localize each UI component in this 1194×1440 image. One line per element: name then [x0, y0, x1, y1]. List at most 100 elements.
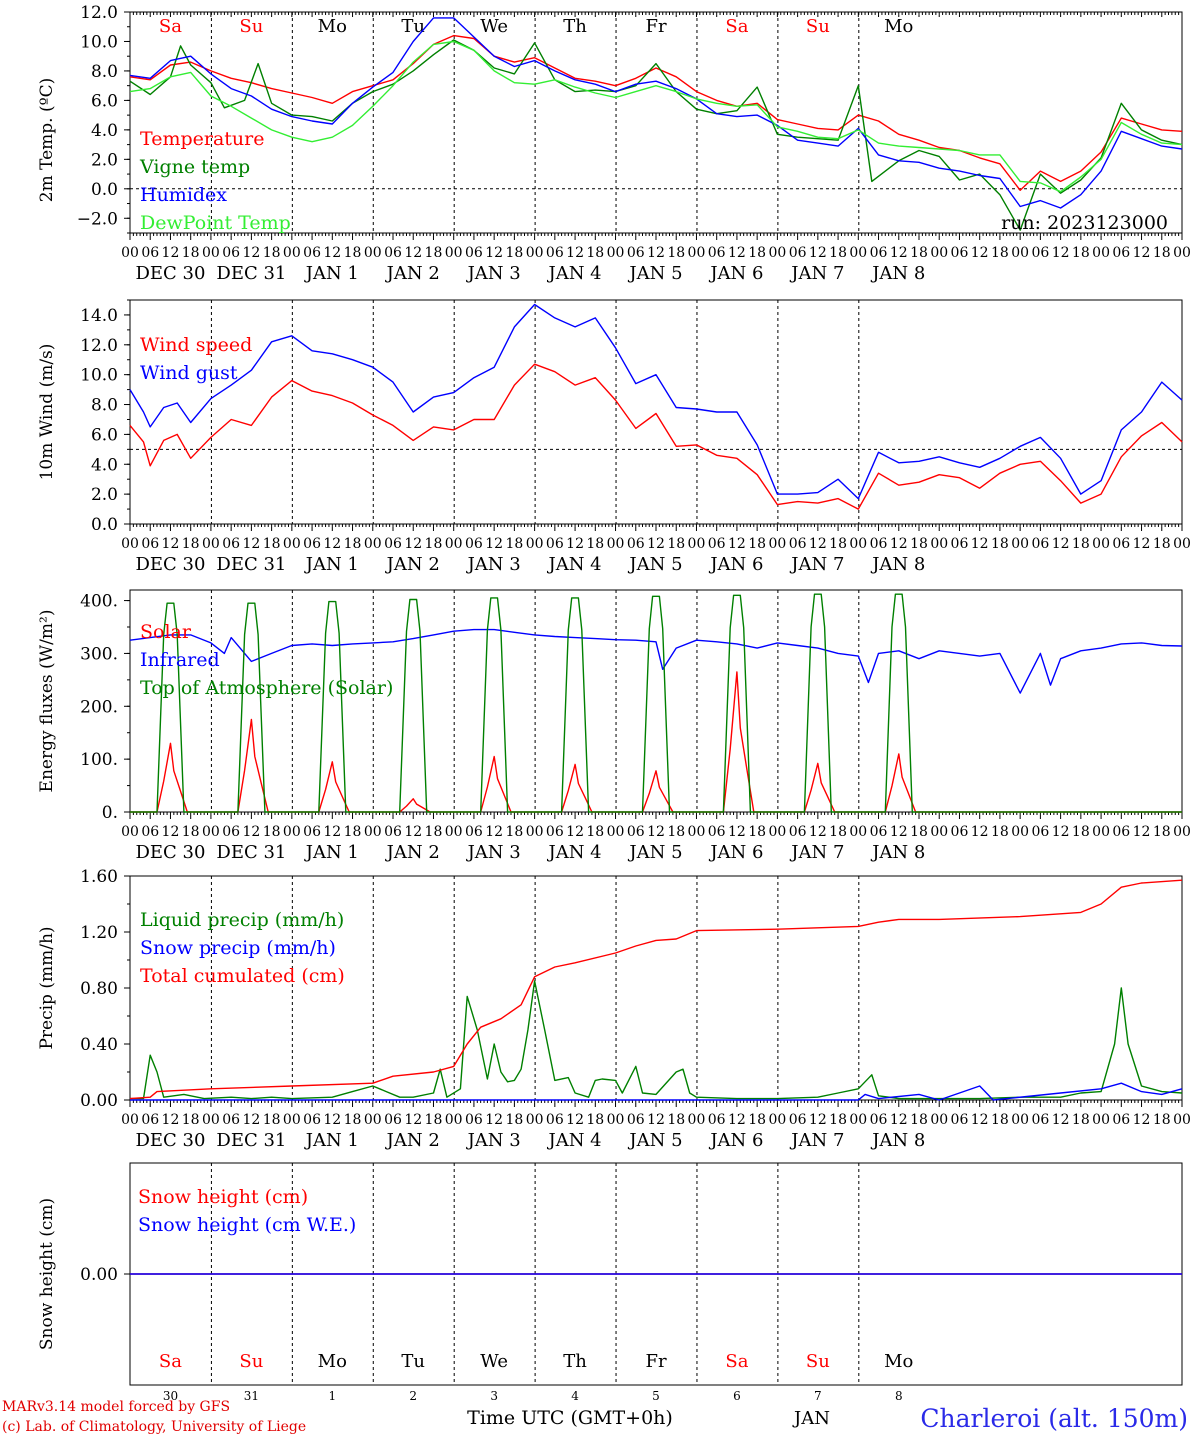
x-hour-label: 06	[1031, 245, 1049, 261]
x-hour-label: 06	[951, 1112, 969, 1128]
legend-entry: Temperature	[140, 128, 264, 150]
x-hour-label: 12	[485, 1112, 503, 1128]
legend-entry: Wind speed	[140, 334, 252, 356]
x-hour-label: 00	[445, 824, 463, 840]
x-hour-label: 06	[141, 536, 159, 552]
day-name-label: Mo	[884, 1351, 913, 1372]
day-name-label: Su	[806, 1351, 830, 1372]
y-tick-label: 14.0	[80, 306, 118, 326]
x-hour-label: 18	[910, 1112, 928, 1128]
x-hour-label: 06	[465, 536, 483, 552]
x-hour-label: 00	[202, 245, 220, 261]
x-hour-label: 18	[829, 536, 847, 552]
y-tick-label: 300.	[80, 644, 118, 664]
x-hour-label: 18	[505, 536, 523, 552]
x-hour-label: 00	[364, 245, 382, 261]
x-hour-label: 12	[566, 245, 584, 261]
x-hour-label: 12	[566, 536, 584, 552]
x-hour-label: 18	[344, 245, 362, 261]
x-hour-label: 06	[1112, 536, 1130, 552]
y-tick-label: 0.0	[91, 515, 118, 535]
y-tick-label: 8.0	[91, 396, 118, 416]
x-hour-label: 06	[384, 245, 402, 261]
x-hour-label: 18	[344, 1112, 362, 1128]
x-date-label: DEC 31	[216, 263, 286, 284]
day-name-label: Th	[563, 16, 587, 37]
y-tick-label: 4.0	[91, 121, 118, 141]
x-date-label: JAN 5	[627, 842, 682, 863]
x-hour-label: 18	[910, 824, 928, 840]
x-date-label: JAN 6	[708, 1130, 763, 1151]
day-name-label: Mo	[318, 16, 347, 37]
x-hour-label: 06	[303, 536, 321, 552]
credit-line-2: (c) Lab. of Climatology, University of L…	[2, 1419, 307, 1435]
day-number-label: 3	[490, 1389, 498, 1403]
day-name-label: We	[480, 1351, 508, 1372]
x-hour-label: 06	[222, 1112, 240, 1128]
x-hour-label: 00	[930, 536, 948, 552]
series-line	[130, 593, 1182, 813]
x-hour-label: 00	[607, 536, 625, 552]
x-hour-label: 00	[121, 1112, 139, 1128]
chart-panel-1: −2.0 0.0 2.0 4.0 6.0 8.0 10.0 12.0 2m Temp. (ºC)…	[37, 3, 1191, 284]
x-hour-label: 18	[829, 1112, 847, 1128]
x-hour-label: 00	[364, 824, 382, 840]
x-hour-label: 00	[607, 824, 625, 840]
x-hour-label: 12	[323, 536, 341, 552]
day-name-label: Th	[563, 1351, 587, 1372]
x-hour-label: 06	[1112, 824, 1130, 840]
day-name-label: Fr	[645, 16, 666, 37]
x-hour-label: 18	[667, 824, 685, 840]
x-hour-label: 12	[890, 824, 908, 840]
x-hour-label: 18	[586, 536, 604, 552]
x-hour-label: 18	[505, 245, 523, 261]
x-date-label: JAN 3	[466, 554, 521, 575]
x-date-label: JAN 8	[870, 1130, 925, 1151]
x-hour-label: 12	[242, 824, 260, 840]
x-date-label: DEC 31	[216, 842, 286, 863]
series-line	[129, 40, 1183, 193]
x-hour-label: 06	[708, 245, 726, 261]
x-hour-label: 06	[1031, 1112, 1049, 1128]
day-name-label: We	[480, 16, 508, 37]
x-date-label: JAN 7	[789, 554, 844, 575]
series-line	[129, 363, 1183, 510]
x-hour-label: 00	[1011, 824, 1029, 840]
x-hour-label: 00	[688, 1112, 706, 1128]
x-hour-label: 12	[1133, 824, 1151, 840]
x-date-label: JAN 3	[466, 842, 521, 863]
x-hour-label: 00	[849, 824, 867, 840]
x-hour-label: 06	[627, 1112, 645, 1128]
x-hour-label: 12	[1133, 1112, 1151, 1128]
x-hour-label: 00	[1173, 824, 1191, 840]
x-hour-label: 00	[930, 245, 948, 261]
legend-entry: Top of Atmosphere (Solar)	[140, 677, 393, 699]
x-date-label: JAN 2	[385, 1130, 440, 1151]
x-hour-label: 00	[849, 1112, 867, 1128]
x-hour-label: 12	[971, 536, 989, 552]
x-hour-label: 12	[890, 1112, 908, 1128]
x-hour-label: 00	[849, 245, 867, 261]
x-hour-label: 18	[991, 824, 1009, 840]
y-axis-title: 2m Temp. (ºC)	[37, 78, 57, 203]
x-hour-label: 12	[971, 245, 989, 261]
x-hour-label: 12	[809, 1112, 827, 1128]
x-hour-label: 12	[323, 1112, 341, 1128]
x-date-label: JAN 1	[304, 263, 359, 284]
x-hour-label: 00	[930, 824, 948, 840]
x-hour-label: 12	[242, 1112, 260, 1128]
legend-entry: Humidex	[140, 184, 227, 206]
x-hour-label: 06	[789, 824, 807, 840]
y-tick-label: 6.0	[91, 425, 118, 445]
x-hour-label: 12	[242, 245, 260, 261]
x-date-label: JAN 8	[870, 842, 925, 863]
x-hour-label: 06	[465, 1112, 483, 1128]
y-tick-label: 10.0	[80, 366, 118, 386]
x-hour-label: 12	[566, 1112, 584, 1128]
x-hour-label: 18	[263, 536, 281, 552]
x-hour-label: 18	[344, 536, 362, 552]
x-hour-label: 18	[1153, 1112, 1171, 1128]
y-tick-label: 4.0	[91, 455, 118, 475]
x-hour-label: 18	[667, 245, 685, 261]
day-name-label: Sa	[725, 1351, 748, 1372]
